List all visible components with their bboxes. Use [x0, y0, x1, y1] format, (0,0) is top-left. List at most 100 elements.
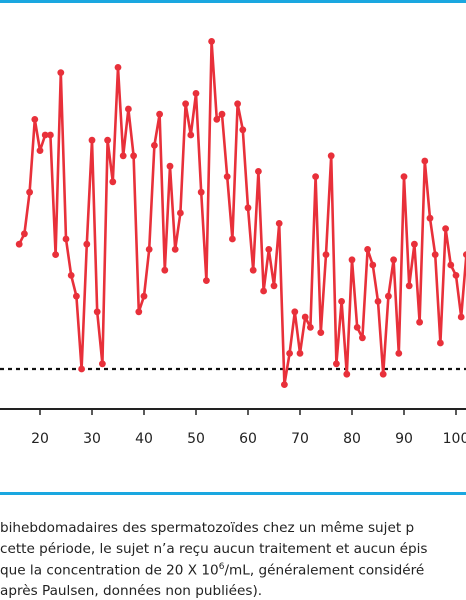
data-point: [203, 277, 210, 284]
x-tick-label: 70: [291, 431, 309, 447]
data-point: [281, 381, 288, 388]
data-point: [421, 157, 429, 165]
data-point: [57, 69, 65, 76]
data-point: [431, 251, 439, 258]
data-point: [41, 131, 49, 139]
data-point: [166, 162, 174, 170]
data-point: [156, 110, 164, 118]
x-tick-label: 80: [343, 431, 361, 447]
data-point: [374, 298, 382, 305]
data-point: [359, 334, 366, 342]
data-point: [353, 324, 361, 331]
data-point: [405, 282, 413, 290]
data-point: [390, 256, 397, 264]
data-point: [145, 246, 153, 253]
data-point: [301, 313, 309, 321]
data-point: [229, 235, 236, 243]
data-point: [307, 324, 314, 331]
data-point: [31, 116, 39, 123]
x-tick-label: 20: [31, 431, 49, 447]
data-point: [21, 230, 28, 238]
data-point: [333, 360, 340, 368]
top-frame-rule: [0, 0, 466, 3]
data-point: [78, 365, 85, 373]
caption-exponent: 6: [218, 562, 225, 572]
caption-line-3: que la concentration de 20 X 106/mL, gén…: [0, 562, 424, 579]
data-point: [322, 251, 330, 258]
data-point: [62, 235, 70, 243]
data-point: [327, 152, 335, 160]
data-point: [395, 350, 403, 357]
data-point: [26, 188, 33, 196]
data-point: [83, 240, 91, 248]
data-point: [338, 298, 345, 305]
data-point: [364, 246, 371, 253]
data-point: [249, 266, 257, 274]
data-point: [182, 100, 190, 108]
data-point: [151, 142, 158, 149]
data-point: [270, 282, 278, 290]
data-point: [255, 168, 262, 175]
data-point: [135, 308, 143, 316]
data-point: [452, 272, 460, 279]
data-point: [99, 360, 106, 368]
data-point: [208, 38, 216, 45]
data-point: [463, 251, 466, 258]
caption-line-3-start: que la concentration de 20 X 10: [0, 562, 219, 579]
data-point: [93, 308, 101, 316]
data-point: [52, 251, 59, 258]
x-tick-label: 30: [83, 431, 101, 447]
data-point: [119, 152, 127, 160]
data-point: [442, 225, 449, 233]
data-point: [385, 292, 392, 300]
data-point: [260, 287, 267, 295]
data-point: [379, 370, 387, 378]
caption-line-4: après Paulsen, données non publiées).: [0, 583, 263, 599]
data-point: [67, 272, 75, 279]
x-tick-label: 40: [135, 431, 153, 447]
caption-line-1: bihebdomadaires des spermatozoïdes chez …: [0, 520, 415, 536]
data-point: [140, 292, 148, 300]
data-point: [47, 131, 54, 139]
data-point: [348, 256, 356, 264]
data-point: [192, 90, 200, 97]
data-point: [447, 261, 455, 269]
data-point: [161, 266, 169, 274]
data-point: [88, 136, 96, 144]
data-point: [416, 318, 423, 326]
x-tick-label: 100: [443, 431, 466, 447]
data-point: [171, 246, 179, 253]
data-point: [317, 329, 325, 336]
data-point: [437, 339, 444, 347]
data-point: [109, 178, 117, 186]
data-point: [177, 209, 184, 217]
data-point: [234, 100, 242, 108]
data-point: [291, 308, 299, 316]
data-point: [213, 116, 221, 123]
data-point: [15, 240, 23, 248]
x-tick-label: 50: [187, 431, 205, 447]
caption-line-3-end: /mL, généralement considéré: [224, 562, 425, 579]
data-point: [197, 188, 205, 196]
data-point: [426, 214, 434, 222]
data-point: [36, 147, 44, 155]
data-point: [187, 131, 195, 139]
data-point: [114, 64, 122, 71]
data-point: [239, 126, 247, 134]
data-point: [130, 152, 138, 160]
x-tick-label: 90: [395, 431, 413, 447]
data-point: [218, 110, 226, 118]
data-point: [244, 204, 252, 212]
bottom-frame-rule: [0, 492, 466, 495]
line-chart: 20 30 40 50 60 70 80 90 100: [0, 38, 466, 447]
series-line: [18, 40, 466, 386]
data-point: [286, 350, 293, 357]
data-point: [73, 292, 80, 300]
x-tick-label: 60: [239, 431, 257, 447]
data-point: [411, 240, 418, 248]
data-point: [124, 105, 132, 113]
data-point: [343, 370, 351, 378]
data-point: [400, 173, 408, 181]
data-point: [223, 173, 231, 181]
data-point: [312, 173, 319, 181]
